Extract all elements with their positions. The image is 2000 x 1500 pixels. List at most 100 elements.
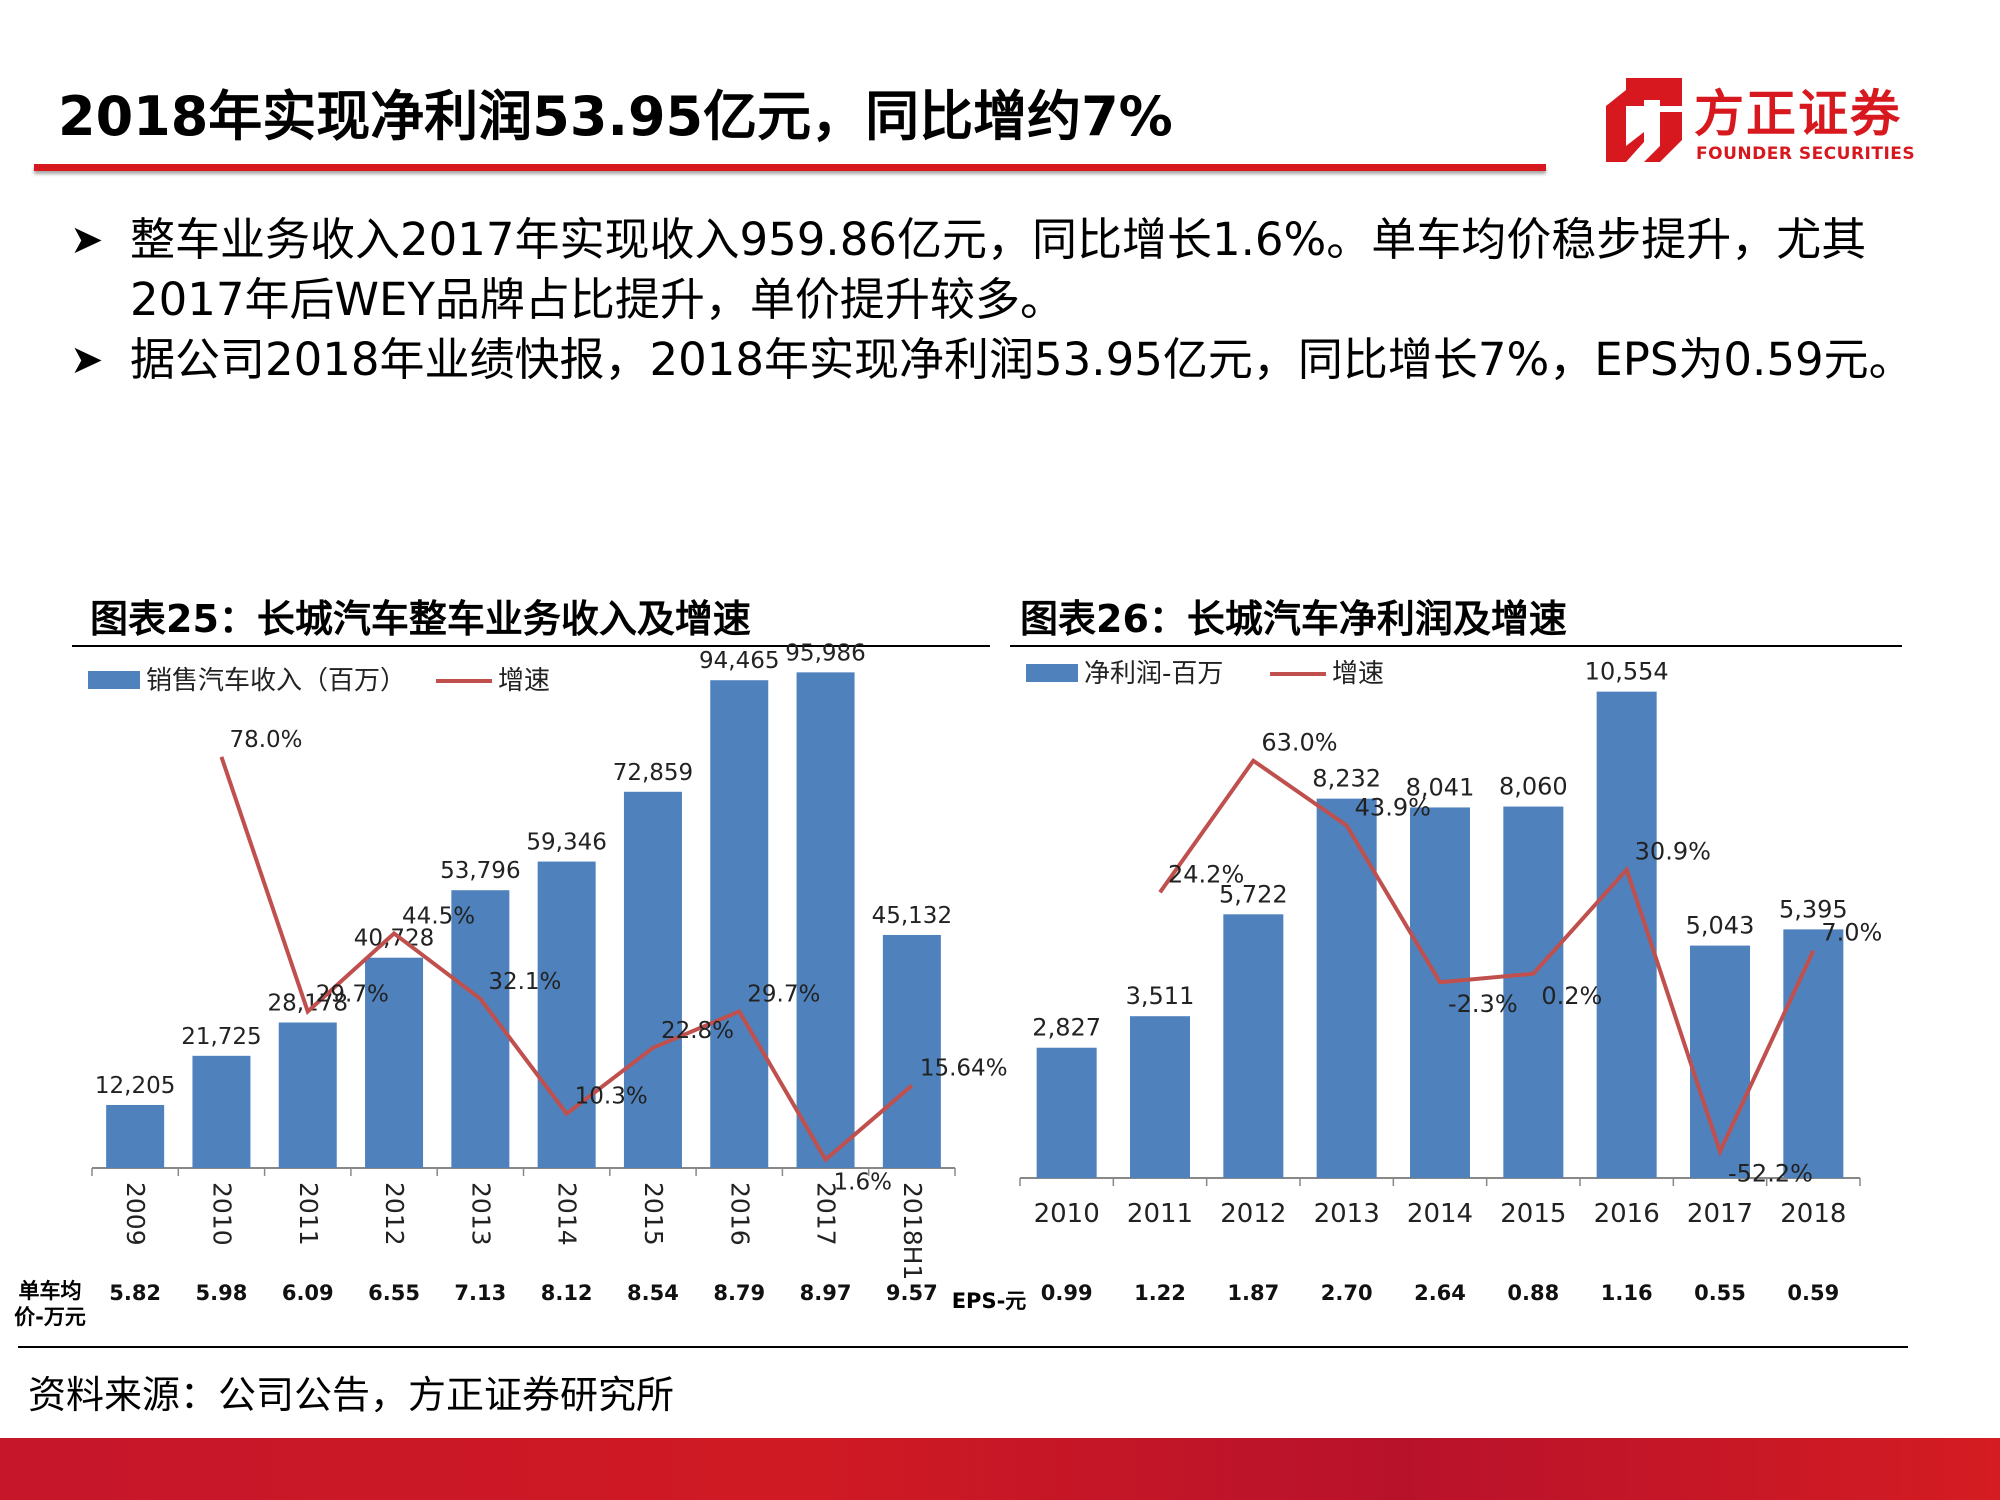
chart-title-revenue: 图表25：长城汽车整车业务收入及增速 xyxy=(90,597,751,641)
table-cell: 0.59 xyxy=(1787,1281,1839,1305)
growth-value-label: 29.7% xyxy=(747,981,820,1007)
logo-mark-icon xyxy=(1606,78,1682,162)
bar xyxy=(365,957,424,1168)
table-cell: 7.13 xyxy=(454,1281,506,1305)
bar xyxy=(1783,929,1844,1178)
legend-bar-swatch xyxy=(1026,664,1078,682)
x-tick-label: 2018 xyxy=(1780,1199,1846,1229)
bar xyxy=(1036,1047,1097,1178)
logo-text-en: FOUNDER SECURITIES xyxy=(1696,144,1916,164)
chart-title-rule xyxy=(1010,645,1902,647)
bar-value-label: 2,827 xyxy=(1032,1014,1101,1042)
bullet-text: 整车业务收入2017年实现收入959.86亿元，同比增长1.6%。单车均价稳步提… xyxy=(130,213,1867,326)
bar-value-label: 95,986 xyxy=(785,640,865,666)
table-cell: 6.55 xyxy=(368,1281,420,1305)
x-tick-label: 2012 xyxy=(1220,1199,1286,1229)
table-cell: 2.70 xyxy=(1321,1281,1373,1305)
bar xyxy=(537,861,596,1168)
x-tick-label: 2010 xyxy=(1034,1199,1100,1229)
x-tick-label: 2016 xyxy=(725,1182,754,1246)
table-cell: 8.79 xyxy=(713,1281,765,1305)
bar xyxy=(710,680,769,1168)
growth-value-label: 1.6% xyxy=(834,1170,892,1196)
x-tick-label: 2017 xyxy=(812,1182,841,1246)
bar-value-label: 40,728 xyxy=(354,926,434,952)
table-row-label-price: 单车均价-万元 xyxy=(14,1279,86,1329)
page-title: 2018年实现净利润53.95亿元，同比增约7% xyxy=(58,85,1173,148)
table-cell: 8.12 xyxy=(541,1281,593,1305)
bar xyxy=(1503,806,1564,1178)
x-tick-label: 2015 xyxy=(1500,1199,1566,1229)
bar xyxy=(1316,798,1377,1178)
bar-value-label: 59,346 xyxy=(526,830,606,856)
bar-value-label: 12,205 xyxy=(95,1073,175,1099)
bottom-rule xyxy=(18,1346,1908,1348)
growth-value-label: 10.3% xyxy=(575,1084,648,1110)
growth-value-label: -2.3% xyxy=(1448,990,1518,1018)
chart-title-profit: 图表26：长城汽车净利润及增速 xyxy=(1020,597,1567,641)
bar xyxy=(192,1055,251,1168)
bar xyxy=(106,1104,165,1168)
bar-value-label: 72,859 xyxy=(613,760,693,786)
arrow-bullet-icon: ➤ xyxy=(70,337,104,383)
bar-value-label: 8,232 xyxy=(1312,765,1381,793)
bar-value-label: 3,511 xyxy=(1126,982,1195,1010)
bar xyxy=(1130,1016,1190,1178)
table-cell: 8.54 xyxy=(627,1281,679,1305)
table-cell: 1.22 xyxy=(1134,1281,1186,1305)
legend-bar-label: 销售汽车收入（百万） xyxy=(146,666,406,696)
table-cell: 6.09 xyxy=(282,1281,334,1305)
table-cell: 1.16 xyxy=(1601,1281,1653,1305)
x-tick-label: 2017 xyxy=(1687,1199,1753,1229)
logo-text-cn: 方正证券 xyxy=(1694,85,1902,143)
chart-title-rule xyxy=(72,645,990,647)
x-tick-label: 2013 xyxy=(466,1182,495,1246)
bar-value-label: 8,060 xyxy=(1499,773,1568,801)
bar xyxy=(623,791,682,1168)
x-tick-label: 2018H1 xyxy=(898,1182,927,1280)
x-tick-label: 2014 xyxy=(553,1182,582,1246)
table-cell: 0.99 xyxy=(1041,1281,1093,1305)
growth-value-label: 32.1% xyxy=(488,969,561,995)
bar xyxy=(451,890,510,1168)
x-tick-label: 2009 xyxy=(121,1182,150,1246)
bullet-list: ➤ 整车业务收入2017年实现收入959.86亿元，同比增长1.6%。单车均价稳… xyxy=(70,210,1950,390)
table-cell: 0.55 xyxy=(1694,1281,1746,1305)
bar-value-label: 94,465 xyxy=(699,648,779,674)
arrow-bullet-icon: ➤ xyxy=(70,217,104,263)
bar-value-label: 53,796 xyxy=(440,858,520,884)
bar-value-label: 21,725 xyxy=(181,1024,261,1050)
bullet-item: ➤ 据公司2018年业绩快报，2018年实现净利润53.95亿元，同比增长7%，… xyxy=(70,330,1950,390)
x-tick-label: 2015 xyxy=(639,1182,668,1246)
bar xyxy=(1410,807,1470,1178)
growth-value-label: 78.0% xyxy=(229,727,302,753)
growth-value-label: 29.7% xyxy=(316,981,389,1007)
bar xyxy=(1690,945,1750,1178)
company-logo: 方正证券 FOUNDER SECURITIES xyxy=(1598,70,1928,170)
table-cell: 5.98 xyxy=(196,1281,248,1305)
table-cell: 8.97 xyxy=(800,1281,852,1305)
x-tick-label: 2014 xyxy=(1407,1199,1473,1229)
bar-value-label: 5,722 xyxy=(1219,880,1288,908)
bar xyxy=(278,1022,337,1168)
bar-value-label: 45,132 xyxy=(872,903,952,929)
charts-canvas: 12,20521,72528,17840,72853,79659,34672,8… xyxy=(88,640,1882,1305)
growth-line xyxy=(1158,757,1816,1157)
table-cell: 1.87 xyxy=(1227,1281,1279,1305)
legend-bar-label: 净利润-百万 xyxy=(1084,659,1223,689)
bullet-item: ➤ 整车业务收入2017年实现收入959.86亿元，同比增长1.6%。单车均价稳… xyxy=(70,210,1950,330)
legend-bar-swatch xyxy=(88,671,140,689)
bullet-text: 据公司2018年业绩快报，2018年实现净利润53.95亿元，同比增长7%，EP… xyxy=(130,333,1914,386)
bar-value-label: 5,043 xyxy=(1686,912,1755,940)
bar-value-label: 10,554 xyxy=(1585,658,1669,686)
table-cell: 9.57 xyxy=(886,1281,938,1305)
growth-value-label: 22.8% xyxy=(661,1018,734,1044)
growth-value-label: 30.9% xyxy=(1635,838,1711,866)
table-cell: 2.64 xyxy=(1414,1281,1466,1305)
table-cell: 0.88 xyxy=(1507,1281,1559,1305)
growth-value-label: 63.0% xyxy=(1261,729,1337,757)
growth-line xyxy=(219,756,914,1163)
growth-value-label: 24.2% xyxy=(1168,860,1244,888)
x-tick-label: 2011 xyxy=(1127,1199,1193,1229)
growth-value-label: -52.2% xyxy=(1728,1160,1813,1188)
